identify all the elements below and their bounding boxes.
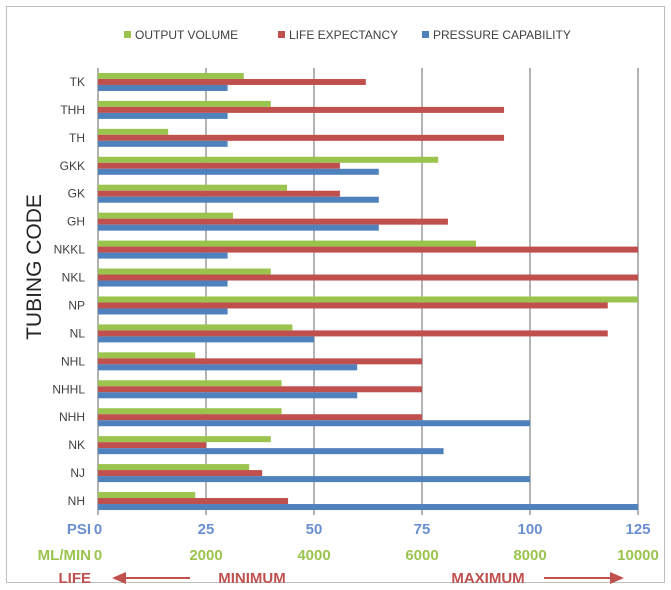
bar-pressure-capability [98,196,379,203]
bar-output-volume [98,212,233,219]
category-label: TK [70,75,85,89]
legend-swatch [124,31,131,38]
bar-pressure-capability [98,168,379,175]
category-label: NHHL [52,382,85,396]
legend: OUTPUT VOLUME LIFE EXPECTANCY PRESSURE CAP… [124,28,571,42]
bar-group [98,72,638,511]
category-label: NH [68,494,85,508]
bar-output-volume [98,492,196,499]
bar-pressure-capability [98,336,314,343]
bar-pressure-capability [98,504,638,511]
bar-life-expectancy [98,386,422,393]
bar-output-volume [98,296,638,303]
category-label: TH [69,131,85,145]
bar-life-expectancy [98,106,505,113]
axis-rows: PSI 0 25 50 75 100 125 ML/MIN 0 2000 4000 6000 8000 1… [38,521,659,587]
bar-life-expectancy [98,330,608,337]
bar-pressure-capability [98,364,358,371]
category-label: THH [60,103,85,117]
category-label: NP [68,298,85,312]
minimum-label: MINIMUM [218,570,286,587]
bar-output-volume [98,408,282,415]
bar-life-expectancy [98,274,638,281]
legend-label: LIFE EXPECTANCY [289,28,398,42]
category-labels: TK THH TH GKK GK GH NKKL NKL NP NL NHL NHHL NHH NK NJ N… [52,75,85,508]
bar-pressure-capability [98,112,228,119]
bar-pressure-capability [98,448,444,455]
bar-pressure-capability [98,308,228,315]
tick-label: 125 [625,521,650,538]
tick-label: 50 [306,521,323,538]
category-label: GK [68,187,85,201]
category-label: GKK [60,159,85,173]
bar-life-expectancy [98,498,289,505]
y-axis-title: TUBING CODE [23,194,46,340]
category-label: NHH [59,410,85,424]
legend-swatch [278,31,285,38]
tick-label: 2000 [189,547,222,564]
category-label: NK [68,438,85,452]
tick-label: 8000 [513,547,546,564]
bar-pressure-capability [98,420,530,427]
bar-pressure-capability [98,140,228,147]
tick-label: 100 [517,521,542,538]
bar-output-volume [98,324,293,331]
bar-life-expectancy [98,78,366,85]
category-label: NL [70,326,86,340]
bar-output-volume [98,128,169,135]
category-label: NJ [70,466,85,480]
category-label: NHL [61,354,85,368]
bar-output-volume [98,100,271,107]
bar-output-volume [98,352,196,359]
bar-life-expectancy [98,218,448,225]
bar-life-expectancy [98,190,340,197]
bar-life-expectancy [98,358,422,365]
tick-label: 75 [414,521,431,538]
bar-output-volume [98,268,271,275]
bar-pressure-capability [98,252,228,259]
bar-life-expectancy [98,162,340,169]
bar-pressure-capability [98,280,228,287]
bar-life-expectancy [98,134,505,141]
legend-swatch [422,31,429,38]
bar-output-volume [98,72,244,79]
bar-output-volume [98,464,250,471]
bar-pressure-capability [98,224,379,231]
category-label: NKKL [54,243,86,257]
legend-label: OUTPUT VOLUME [135,28,238,42]
life-label: LIFE [59,570,92,587]
bar-pressure-capability [98,392,358,399]
bar-pressure-capability [98,476,530,483]
bar-life-expectancy [98,246,638,253]
axis-label: ML/MIN [38,547,91,564]
tick-label: 0 [94,521,102,538]
bar-output-volume [98,380,282,387]
category-label: NKL [62,271,86,285]
legend-label: PRESSURE CAPABILITY [433,28,571,42]
tick-label: 4000 [297,547,330,564]
tick-label: 0 [94,547,102,564]
axis-label: PSI [67,521,91,538]
bar-life-expectancy [98,442,206,449]
arrow-left-icon [112,572,126,584]
bar-life-expectancy [98,414,422,421]
bar-life-expectancy [98,470,263,477]
bar-output-volume [98,156,439,163]
maximum-label: MAXIMUM [451,570,524,587]
bar-output-volume [98,436,271,443]
bar-output-volume [98,184,287,191]
tick-label: 10000 [617,547,659,564]
arrow-right-icon [610,572,624,584]
bar-life-expectancy [98,302,608,309]
category-label: GH [67,215,85,229]
tick-label: 6000 [405,547,438,564]
tick-label: 25 [198,521,215,538]
bar-pressure-capability [98,84,228,91]
bar-output-volume [98,240,476,247]
